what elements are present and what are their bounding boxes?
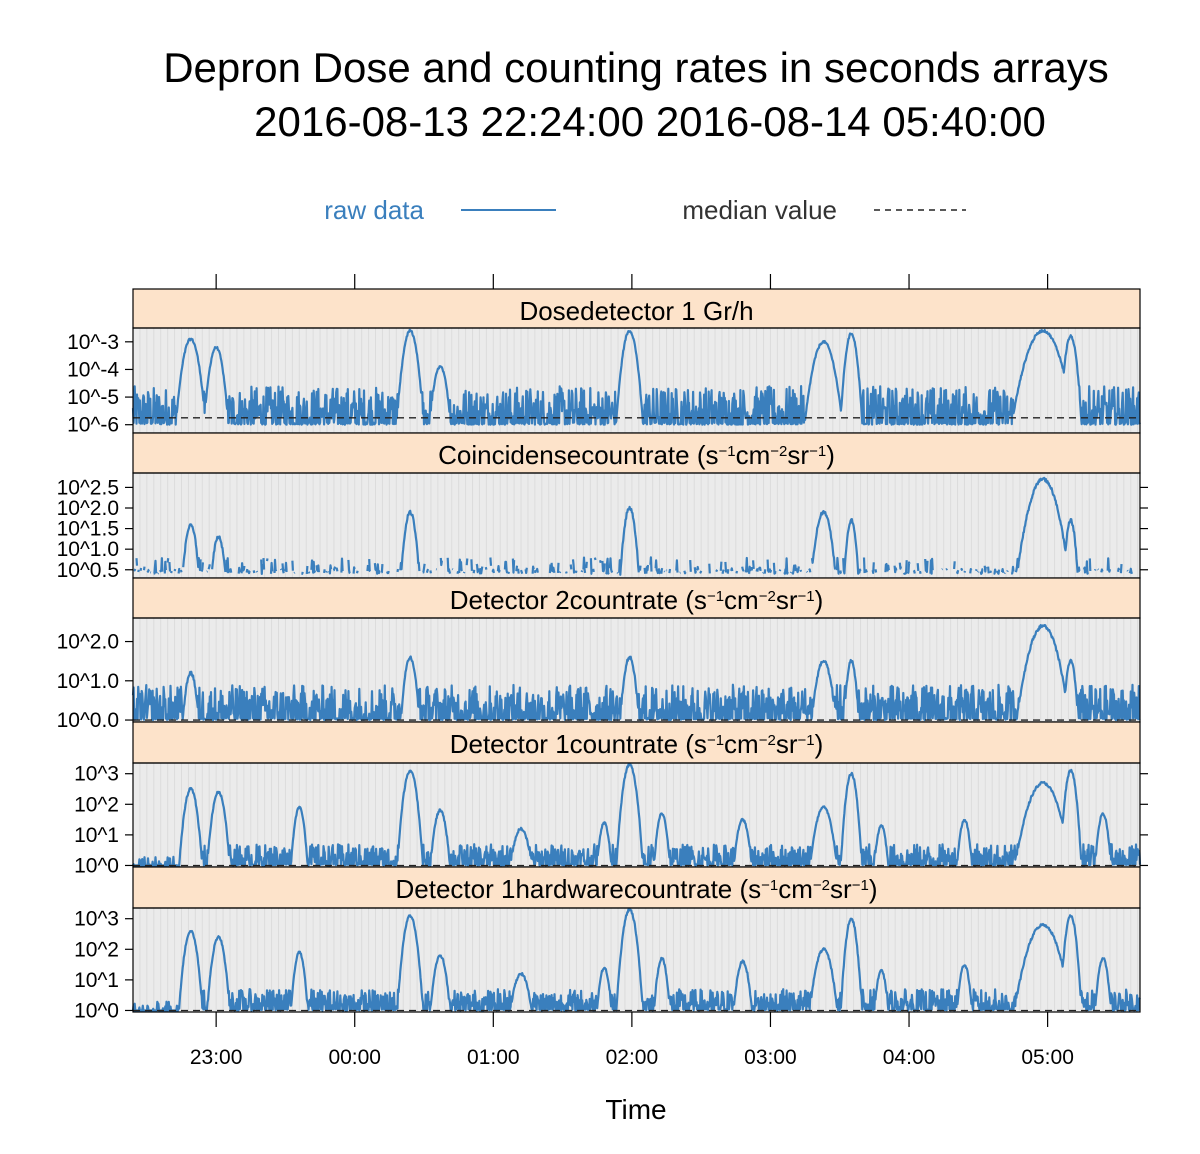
chart-subtitle: 2016-08-13 22:24:00 2016-08-14 05:40:00 [254, 98, 1046, 145]
x-tick-label: 01:00 [467, 1046, 520, 1069]
x-axis-label: Time [605, 1094, 666, 1125]
y-tick-label: 10^0 [74, 854, 119, 877]
y-tick-label: 10^-4 [67, 358, 119, 381]
x-tick-label: 05:00 [1021, 1046, 1074, 1069]
panel-strip-label: Coincidensecountrate (s−1cm−2sr−1) [438, 440, 835, 470]
y-tick-label: 10^2.5 [57, 476, 119, 499]
y-tick-label: 10^-3 [67, 331, 119, 354]
x-tick-label: 00:00 [328, 1046, 381, 1069]
panel-strip [132, 721, 1141, 764]
y-tick-label: 10^0 [74, 999, 119, 1022]
y-tick-label: 10^3 [74, 763, 119, 786]
chart-title: Depron Dose and counting rates in second… [163, 44, 1109, 91]
y-tick-label: 10^0.5 [57, 559, 119, 582]
y-tick-label: 10^1.0 [57, 538, 119, 561]
y-tick-label: 10^3 [74, 908, 119, 931]
y-tick-label: 10^1.0 [57, 670, 119, 693]
y-tick-label: 10^-5 [67, 386, 119, 409]
panel-strip [132, 577, 1141, 619]
raw-data-series [131, 624, 1141, 722]
raw-data-series [131, 328, 1141, 426]
legend-label-median-value: median value [682, 195, 837, 225]
panel-background [133, 473, 1140, 578]
y-tick-label: 10^1.5 [57, 518, 119, 541]
raw-data-series [131, 908, 1141, 1012]
x-tick-label: 04:00 [883, 1046, 936, 1069]
y-tick-label: 10^0.0 [57, 709, 119, 732]
panel-border [132, 907, 1141, 1013]
y-tick-label: 10^1 [74, 969, 119, 992]
y-tick-label: 10^2 [74, 793, 119, 816]
panel-strip [132, 288, 1141, 329]
panel-background [133, 763, 1140, 867]
x-tick-label: 02:00 [606, 1046, 659, 1069]
panel-strip [132, 866, 1141, 909]
panel-strip-label: Detector 2countrate (s−1cm−2sr−1) [450, 585, 824, 615]
raw-data-series [132, 762, 1142, 867]
y-tick-label: 10^2 [74, 938, 119, 961]
y-tick-label: 10^2.0 [57, 497, 119, 520]
y-tick-label: 10^1 [74, 824, 119, 847]
panel-strip-label: Detector 1hardwarecountrate (s−1cm−2sr−1… [396, 874, 878, 904]
panel-strip-label: Dosedetector 1 Gr/h [519, 296, 753, 326]
panel-strip-label: Detector 1countrate (s−1cm−2sr−1) [450, 729, 824, 759]
panel-background [133, 908, 1140, 1012]
panel-grid [132, 473, 1139, 578]
y-tick-label: 10^-6 [67, 414, 119, 437]
x-tick-label: 23:00 [190, 1046, 243, 1069]
y-tick-label: 10^2.0 [57, 631, 119, 654]
x-tick-label: 03:00 [744, 1046, 797, 1069]
legend-label-raw-data: raw data [324, 195, 424, 225]
